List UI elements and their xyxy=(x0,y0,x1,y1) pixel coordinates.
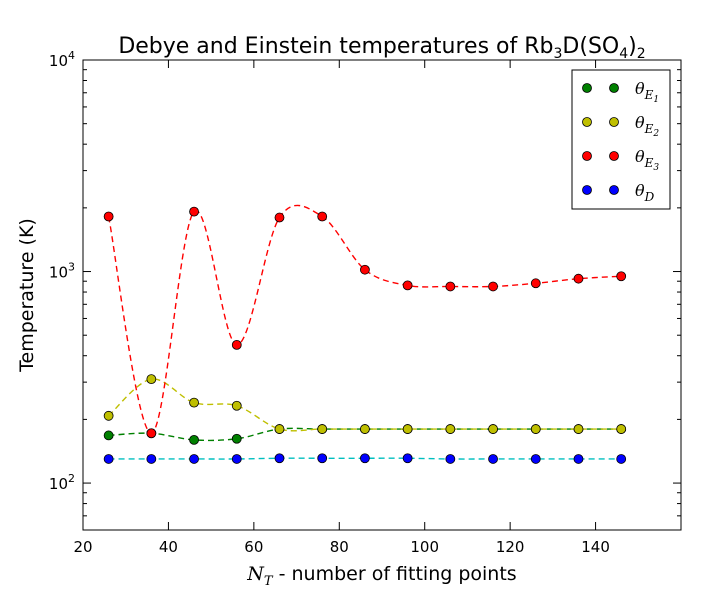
data-point xyxy=(530,278,541,289)
fitted-curves xyxy=(107,204,622,460)
x-tick-label: 120 xyxy=(496,538,525,556)
data-point xyxy=(146,428,157,439)
data-point xyxy=(488,424,498,434)
x-tick-label: 20 xyxy=(73,538,92,556)
legend-marker xyxy=(582,151,592,161)
fit-curve xyxy=(108,378,622,432)
data-point xyxy=(530,424,541,434)
legend-marker xyxy=(582,185,592,195)
axis-ticks: 20 40 60 80 100 120 140 102 103 104 xyxy=(49,49,681,556)
data-point xyxy=(488,454,498,464)
data-point xyxy=(317,453,328,464)
x-tick-label: 100 xyxy=(410,538,439,556)
data-point xyxy=(189,434,199,445)
data-point xyxy=(146,374,157,385)
fit-curve xyxy=(107,204,622,434)
data-point xyxy=(402,424,413,434)
data-point xyxy=(616,271,627,282)
data-points xyxy=(103,206,627,464)
y-axis-label: Temperature (K) xyxy=(16,218,38,373)
data-point xyxy=(530,454,541,464)
legend-marker xyxy=(609,83,619,93)
data-point xyxy=(445,424,456,434)
data-point xyxy=(103,410,114,421)
data-point xyxy=(402,280,413,291)
data-point xyxy=(317,424,328,434)
legend-marker xyxy=(609,185,619,195)
data-point xyxy=(231,339,242,350)
data-point xyxy=(360,424,370,434)
data-point xyxy=(616,424,627,434)
legend-label: θE1 xyxy=(635,79,659,105)
data-point xyxy=(274,453,285,464)
data-point xyxy=(488,281,498,292)
x-tick-label: 40 xyxy=(159,538,178,556)
data-point xyxy=(274,424,285,434)
data-point xyxy=(360,264,370,275)
x-axis-label: NT - number of fitting points xyxy=(246,563,516,589)
data-point xyxy=(231,433,242,444)
legend-marker xyxy=(609,117,619,127)
y-tick-label: 104 xyxy=(49,49,75,70)
data-point xyxy=(103,454,114,464)
data-point xyxy=(445,454,456,464)
plot-frame xyxy=(82,59,682,531)
legend-label: θE2 xyxy=(635,113,659,139)
data-point xyxy=(402,453,413,464)
x-tick-label: 140 xyxy=(581,538,610,556)
data-point xyxy=(616,454,627,464)
legend-label: θE3 xyxy=(635,147,659,173)
data-point xyxy=(146,454,157,464)
x-tick-label: 60 xyxy=(244,538,263,556)
legend-marker xyxy=(582,117,592,127)
data-point xyxy=(231,400,242,411)
data-point xyxy=(317,211,328,222)
data-point xyxy=(274,212,285,223)
data-point xyxy=(573,454,584,464)
y-tick-label: 103 xyxy=(49,261,75,282)
data-point xyxy=(103,430,114,441)
data-point xyxy=(189,454,199,464)
legend-marker xyxy=(609,151,619,161)
legend-marker xyxy=(582,83,592,93)
data-point xyxy=(573,424,584,434)
data-point xyxy=(360,453,370,464)
y-tick-label: 102 xyxy=(49,472,75,493)
data-point xyxy=(231,454,242,464)
data-point xyxy=(103,211,114,222)
legend: θE1 θE2 θE3 θD xyxy=(571,69,671,210)
data-point xyxy=(445,281,456,292)
data-point xyxy=(189,397,199,408)
legend-label: θD xyxy=(635,181,655,204)
x-tick-label: 80 xyxy=(330,538,349,556)
data-point xyxy=(573,273,584,284)
data-point xyxy=(189,206,199,217)
chart-title: Debye and Einstein temperatures of Rb3D(… xyxy=(118,34,645,62)
